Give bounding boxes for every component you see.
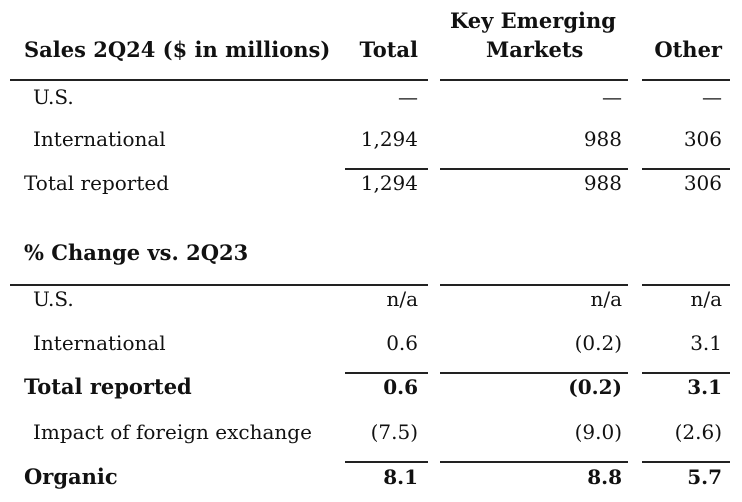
cell-other: 3.1 [690,331,722,355]
cell-kem: (9.0) [574,420,622,444]
row-label: Total reported [24,374,192,399]
header-rule [440,79,628,81]
cell-other: 306 [683,127,722,151]
section-rule [440,284,628,286]
subtotal-rule [345,168,428,170]
cell-total: 0.6 [383,375,418,399]
column-header-kem-line1: Key Emerging [450,8,616,33]
row-label: Impact of foreign exchange [33,420,312,444]
subtotal-rule [345,372,428,374]
cell-kem: 988 [583,127,622,151]
cell-kem: 8.8 [587,465,622,489]
cell-kem: — [602,85,622,109]
cell-other: 306 [683,171,722,195]
row-label: International [33,127,166,151]
cell-kem: 988 [583,171,622,195]
cell-other: — [702,85,722,109]
cell-other: (2.6) [674,420,722,444]
header-rule [10,79,428,81]
cell-kem: (0.2) [574,331,622,355]
cell-total: n/a [386,287,418,311]
cell-other: n/a [690,287,722,311]
cell-total: 1,294 [360,171,418,195]
column-header-total: Total [359,37,418,62]
cell-total: 0.6 [386,331,418,355]
cell-kem: (0.2) [568,375,622,399]
cell-total: — [398,85,418,109]
subtotal-rule [345,461,428,463]
subtotal-rule [642,461,730,463]
column-header-other: Other [654,37,722,62]
cell-kem: n/a [590,287,622,311]
cell-total: (7.5) [370,420,418,444]
cell-total: 8.1 [383,465,418,489]
column-header-kem-line2: Markets [486,37,584,62]
cell-other: 5.7 [687,465,722,489]
subtotal-rule [440,372,628,374]
cell-other: 3.1 [687,375,722,399]
row-label: U.S. [33,287,74,311]
row-label: Total reported [24,171,170,195]
row-label: U.S. [33,85,74,109]
subtotal-rule [642,372,730,374]
section-title: % Change vs. 2Q23 [24,240,249,265]
header-rule [642,79,730,81]
section-rule [10,284,428,286]
row-label: Organic [24,464,118,489]
table-title: Sales 2Q24 ($ in millions) [24,37,331,62]
cell-total: 1,294 [360,127,418,151]
subtotal-rule [440,461,628,463]
subtotal-rule [642,168,730,170]
section-rule [642,284,730,286]
row-label: International [33,331,166,355]
subtotal-rule [440,168,628,170]
